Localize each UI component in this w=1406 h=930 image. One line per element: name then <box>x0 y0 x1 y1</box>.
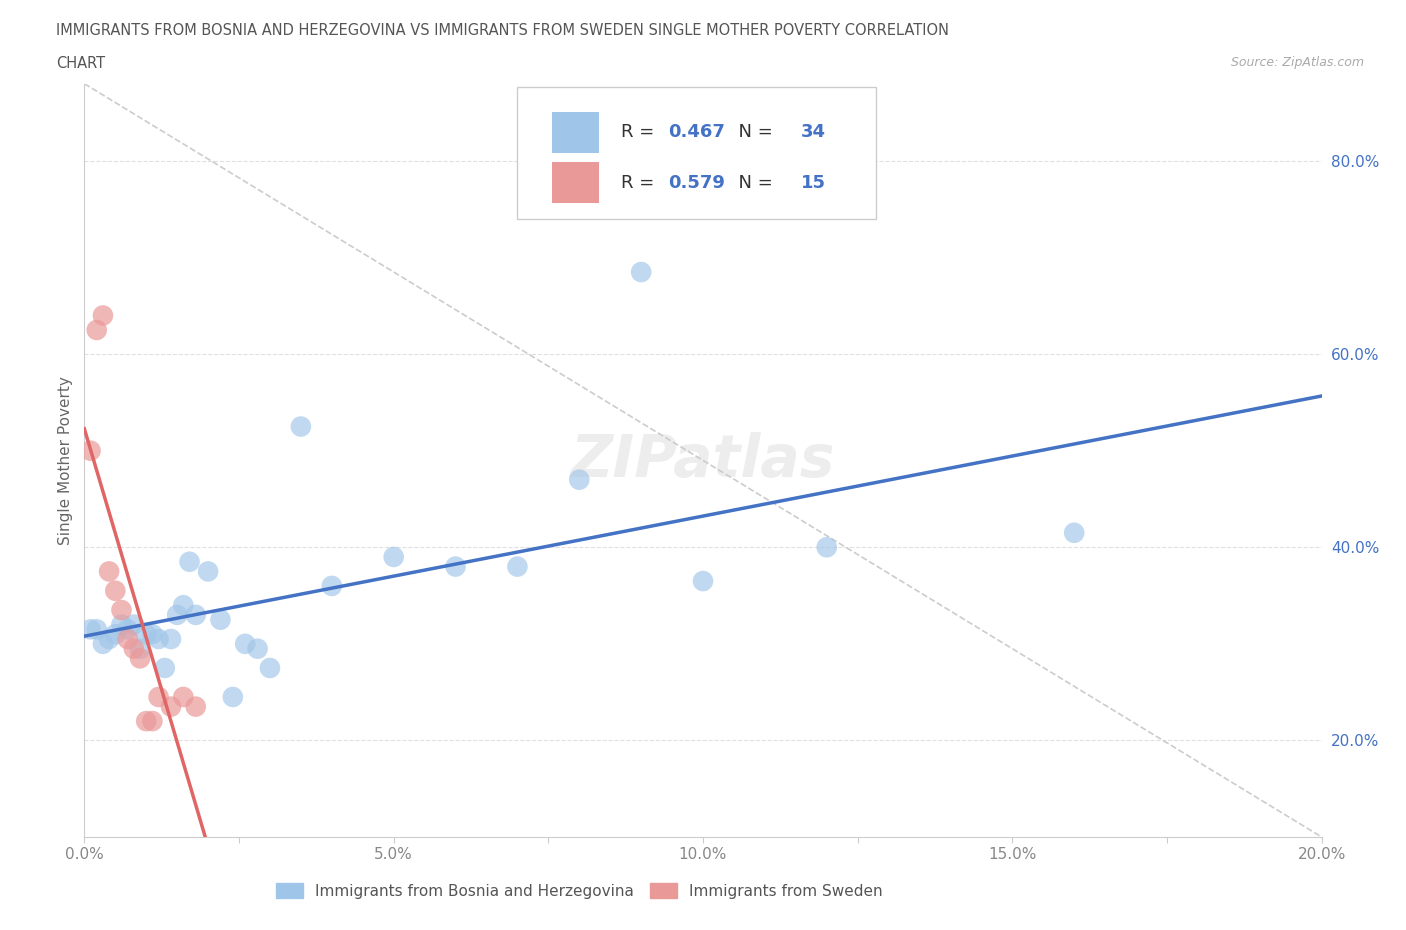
Text: 34: 34 <box>801 124 825 141</box>
Point <box>141 627 163 642</box>
Text: CHART: CHART <box>56 56 105 71</box>
Point <box>148 631 170 646</box>
Point <box>104 583 127 598</box>
Text: 0.467: 0.467 <box>668 124 725 141</box>
Point <box>91 636 114 651</box>
Text: N =: N = <box>727 124 778 141</box>
Point <box>568 472 591 487</box>
Point <box>117 631 139 646</box>
Point <box>184 699 207 714</box>
Point <box>259 660 281 675</box>
Point <box>222 689 245 704</box>
Point <box>122 618 145 632</box>
Text: N =: N = <box>727 174 778 192</box>
Point <box>86 622 108 637</box>
Point <box>172 598 194 613</box>
Point <box>1063 525 1085 540</box>
Text: R =: R = <box>621 174 661 192</box>
Y-axis label: Single Mother Poverty: Single Mother Poverty <box>58 376 73 545</box>
Point <box>246 642 269 657</box>
Text: R =: R = <box>621 124 661 141</box>
Point <box>79 622 101 637</box>
Point <box>129 642 152 657</box>
Point <box>166 607 188 622</box>
Point <box>98 631 121 646</box>
Point <box>148 689 170 704</box>
Point <box>79 444 101 458</box>
FancyBboxPatch shape <box>517 87 876 219</box>
Point <box>197 564 219 578</box>
Point <box>104 627 127 642</box>
Point <box>233 636 256 651</box>
Point <box>129 651 152 666</box>
Point <box>209 612 232 627</box>
Bar <box>553 162 599 204</box>
Point <box>110 618 132 632</box>
Point <box>506 559 529 574</box>
Point <box>122 642 145 657</box>
Point <box>160 631 183 646</box>
Point <box>141 713 163 728</box>
Text: IMMIGRANTS FROM BOSNIA AND HERZEGOVINA VS IMMIGRANTS FROM SWEDEN SINGLE MOTHER P: IMMIGRANTS FROM BOSNIA AND HERZEGOVINA V… <box>56 23 949 38</box>
Point <box>153 660 176 675</box>
Text: 0.579: 0.579 <box>668 174 725 192</box>
Point <box>815 539 838 554</box>
Point <box>117 622 139 637</box>
Point <box>160 699 183 714</box>
Point <box>290 419 312 434</box>
Point <box>98 564 121 578</box>
Text: ZIPatlas: ZIPatlas <box>571 432 835 489</box>
Point <box>382 550 405 565</box>
Point <box>184 607 207 622</box>
Text: 15: 15 <box>801 174 825 192</box>
Point <box>172 689 194 704</box>
Point <box>135 627 157 642</box>
Point <box>86 323 108 338</box>
Point <box>692 574 714 589</box>
Point <box>179 554 201 569</box>
Point <box>444 559 467 574</box>
Point <box>110 603 132 618</box>
Bar <box>553 112 599 153</box>
Point <box>321 578 343 593</box>
Point <box>630 264 652 279</box>
Point <box>91 308 114 323</box>
Point <box>135 713 157 728</box>
Text: Source: ZipAtlas.com: Source: ZipAtlas.com <box>1230 56 1364 69</box>
Legend: Immigrants from Bosnia and Herzegovina, Immigrants from Sweden: Immigrants from Bosnia and Herzegovina, … <box>270 876 889 905</box>
